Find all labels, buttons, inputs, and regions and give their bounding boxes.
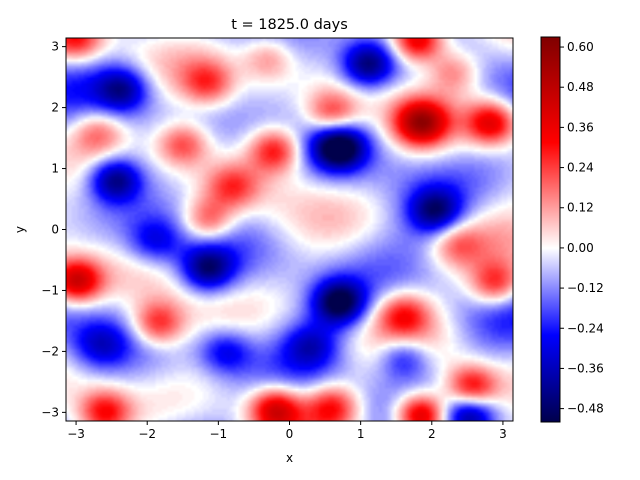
x-axis: −3 −2 −1 0 1 2 3 xyxy=(67,421,507,441)
colorbar-tick-label: −0.48 xyxy=(567,402,604,416)
plot-area xyxy=(66,38,513,421)
colorbar xyxy=(540,36,561,423)
colorbar-tick-label: 0.60 xyxy=(567,40,594,54)
y-tick-label: 2 xyxy=(51,101,59,115)
y-axis-label: y xyxy=(13,226,27,233)
y-tick-label: 1 xyxy=(51,162,59,176)
y-tick-label: 0 xyxy=(51,223,59,237)
colorbar-tick-label: 0.36 xyxy=(567,120,594,134)
colorbar-tick-label: 0.48 xyxy=(567,80,594,94)
colorbar-tick-label: 0.12 xyxy=(567,201,594,215)
y-axis: −3 −2 −1 0 1 2 3 xyxy=(41,40,66,419)
y-tick-label: −2 xyxy=(41,344,59,358)
x-axis-label: x xyxy=(286,451,293,465)
chart-title: t = 1825.0 days xyxy=(231,17,348,33)
colorbar-tick-label: −0.36 xyxy=(567,361,604,375)
x-tick-label: −2 xyxy=(138,427,156,441)
x-tick-label: −3 xyxy=(67,427,85,441)
y-tick-label: −3 xyxy=(41,405,59,419)
colorbar-axis: −0.48 −0.36 −0.24 −0.12 0.00 0.12 0.24 0.36 0.48… xyxy=(560,40,604,416)
x-tick-label: 2 xyxy=(428,427,436,441)
x-tick-label: 3 xyxy=(499,427,507,441)
x-tick-label: 0 xyxy=(286,427,294,441)
x-tick-label: −1 xyxy=(210,427,228,441)
colorbar-tick-label: −0.12 xyxy=(567,281,604,295)
colorbar-tick-label: 0.24 xyxy=(567,161,594,175)
x-tick-label: 1 xyxy=(357,427,365,441)
colorbar-tick-label: 0.00 xyxy=(567,241,594,255)
heatmap-field xyxy=(66,38,513,421)
y-tick-label: 3 xyxy=(51,40,59,54)
colorbar-tick-label: −0.24 xyxy=(567,321,604,335)
y-tick-label: −1 xyxy=(41,283,59,297)
